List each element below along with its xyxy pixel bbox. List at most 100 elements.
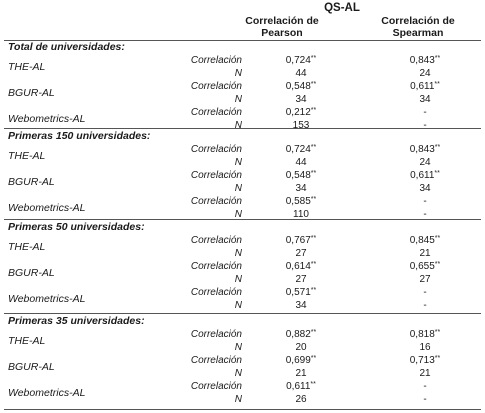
ranking-name: THE-AL <box>8 335 46 347</box>
section-divider <box>4 313 481 314</box>
n-label: N <box>234 247 242 259</box>
spearman-n-value: - <box>423 119 427 131</box>
n-label: N <box>234 341 242 353</box>
spearman-value: - <box>423 381 427 392</box>
ranking-name: Webometrics-AL <box>8 202 86 214</box>
correlation-label: Correlación <box>190 235 242 246</box>
n-label: N <box>234 93 242 105</box>
correlation-label: Correlación <box>190 144 242 155</box>
spearman-n-value: 16 <box>419 341 431 353</box>
ranking-name: Webometrics-AL <box>8 387 86 399</box>
pearson-n-value: 27 <box>295 273 307 285</box>
spearman-n-value: - <box>423 299 427 311</box>
section-title: Primeras 150 universidades: <box>8 130 151 142</box>
pearson-value: 0,571** <box>285 287 317 298</box>
pearson-header-line1: Correlación de <box>245 15 319 27</box>
pearson-n-value: 110 <box>293 208 309 220</box>
n-label: N <box>234 67 242 79</box>
n-label: N <box>234 156 242 168</box>
section-title: Primeras 35 universidades: <box>8 315 145 327</box>
n-label: N <box>234 119 242 131</box>
ranking-name: THE-AL <box>8 241 46 253</box>
table-bottom-border <box>4 409 481 410</box>
spearman-n-value: - <box>423 393 427 405</box>
correlation-label: Correlación <box>190 196 242 207</box>
correlation-label: Correlación <box>190 81 242 92</box>
ranking-name: BGUR-AL <box>8 176 55 188</box>
correlation-label: Correlación <box>190 381 242 392</box>
correlation-label: Correlación <box>190 261 242 272</box>
ranking-name: Webometrics-AL <box>8 293 86 305</box>
pearson-value: 0,212** <box>285 107 317 118</box>
section-divider <box>4 219 481 220</box>
correlation-label: Correlación <box>190 287 242 298</box>
spearman-n-value: 21 <box>419 367 431 379</box>
pearson-n-value: 34 <box>295 93 307 105</box>
ranking-name: BGUR-AL <box>8 87 55 99</box>
pearson-value: 0,548** <box>285 170 317 181</box>
pearson-n-value: 153 <box>292 119 310 131</box>
spearman-value: 0,655** <box>409 261 441 272</box>
spearman-value: 0,611** <box>410 81 440 92</box>
n-label: N <box>234 393 242 405</box>
group-header: QS-AL <box>324 2 360 14</box>
n-label: N <box>234 299 242 311</box>
pearson-value: 0,724** <box>285 55 317 66</box>
pearson-value: 0,724** <box>285 144 317 155</box>
spearman-column-header: Correlación de Spearman <box>368 15 468 39</box>
correlation-label: Correlación <box>190 107 242 118</box>
spearman-value: 0,843** <box>409 55 441 66</box>
spearman-value: 0,845** <box>409 235 441 246</box>
spearman-header-line1: Correlación de <box>381 15 455 27</box>
ranking-name: Webometrics-AL <box>8 113 86 125</box>
pearson-n-value: 34 <box>295 299 307 311</box>
spearman-value: 0,713** <box>409 355 441 366</box>
correlation-label: Correlación <box>190 170 242 181</box>
pearson-value: 0,767** <box>285 235 317 246</box>
pearson-n-value: 26 <box>295 393 307 405</box>
spearman-n-value: 27 <box>419 273 431 285</box>
spearman-value: 0,818** <box>409 329 441 340</box>
spearman-value: 0,843** <box>409 144 441 155</box>
n-label: N <box>234 182 242 194</box>
pearson-value: 0,614** <box>285 261 317 272</box>
spearman-n-value: 34 <box>419 182 431 194</box>
ranking-name: BGUR-AL <box>8 267 55 279</box>
pearson-n-value: 44 <box>295 156 307 168</box>
pearson-value: 0,699** <box>285 355 317 366</box>
ranking-name: THE-AL <box>8 150 46 162</box>
n-label: N <box>234 273 242 285</box>
section-title: Total de universidades: <box>8 41 125 53</box>
pearson-n-value: 20 <box>295 341 307 353</box>
correlation-label: Correlación <box>190 355 242 366</box>
pearson-n-value: 44 <box>295 67 307 79</box>
section-title: Primeras 50 universidades: <box>8 221 145 233</box>
pearson-value: 0,611** <box>286 381 316 392</box>
pearson-n-value: 34 <box>295 182 307 194</box>
pearson-header-line2: Pearson <box>261 27 303 39</box>
n-label: N <box>234 367 242 379</box>
pearson-value: 0,882** <box>285 329 317 340</box>
spearman-n-value: - <box>423 208 427 220</box>
section-divider <box>4 128 481 129</box>
ranking-name: THE-AL <box>8 61 46 73</box>
pearson-value: 0,585** <box>285 196 317 207</box>
spearman-value: 0,611** <box>410 170 440 181</box>
spearman-value: - <box>423 196 427 207</box>
n-label: N <box>234 208 242 220</box>
spearman-n-value: 21 <box>419 247 431 259</box>
table-header: QS-AL Correlación de Pearson Correlación… <box>4 0 481 41</box>
spearman-value: - <box>423 107 427 118</box>
pearson-value: 0,548** <box>285 81 317 92</box>
pearson-n-value: 27 <box>295 247 307 259</box>
spearman-n-value: 34 <box>419 93 431 105</box>
spearman-n-value: 24 <box>419 67 431 79</box>
pearson-n-value: 21 <box>295 367 307 379</box>
correlation-label: Correlación <box>190 55 242 66</box>
correlation-label: Correlación <box>190 329 242 340</box>
spearman-header-line2: Spearman <box>392 27 444 39</box>
pearson-column-header: Correlación de Pearson <box>226 15 338 39</box>
spearman-value: - <box>423 287 427 298</box>
spearman-n-value: 24 <box>419 156 431 168</box>
